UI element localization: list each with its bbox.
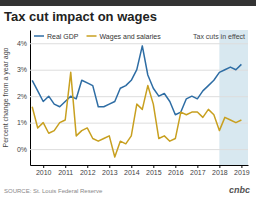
x-tick: 2015: [146, 165, 162, 176]
x-tick: 2017: [190, 165, 206, 176]
logo: cnbc: [229, 185, 250, 195]
legend-swatch: [87, 35, 97, 37]
x-tick: 2012: [80, 165, 96, 176]
x-tick: 2016: [168, 165, 184, 176]
grid-line: [30, 96, 248, 97]
tick-mark: [175, 165, 176, 168]
y-tick: 4%: [17, 40, 248, 47]
legend-label: Wages and salaries: [100, 33, 162, 41]
x-tick-label: 2010: [36, 169, 52, 176]
y-tick: 3%: [17, 66, 248, 73]
y-axis-title: Percent change from a year ago: [2, 47, 10, 147]
spans: [219, 30, 248, 165]
x-tick-label: 2013: [102, 169, 118, 176]
x-tick-label: 2014: [124, 169, 140, 176]
y-axis: 0% 1% 2% 3% 4%: [17, 31, 248, 166]
x-tick-label: 2018: [212, 169, 228, 176]
plot-area: 0%1%2%3%4%201020112012201320142015201620…: [17, 30, 250, 176]
x-tick: 2018: [212, 165, 228, 176]
x-tick-label: 2012: [80, 169, 96, 176]
tick-mark: [197, 165, 198, 168]
legend-swatch: [34, 35, 44, 37]
chart-svg: Tax cut impact on wages0%1%2%3%4%2010201…: [0, 0, 256, 197]
y-tick-label: 4%: [17, 40, 27, 47]
y-tick: 0%: [17, 146, 248, 153]
y-tick-label: 3%: [17, 66, 27, 73]
legend: Real GDP Wages and salaries: [34, 33, 161, 41]
x-axis-line: [31, 165, 249, 166]
x-tick: 2010: [36, 165, 52, 176]
x-tick: 2011: [58, 165, 73, 176]
y-axis-line: [30, 31, 31, 166]
legend-label: Real GDP: [47, 33, 79, 40]
tick-mark: [219, 165, 220, 168]
tick-mark: [87, 165, 88, 168]
tick-mark: [109, 165, 110, 168]
x-tick-label: 2017: [190, 169, 206, 176]
tick-mark: [65, 165, 66, 168]
x-tick-label: 2019: [234, 169, 250, 176]
top-bar: [0, 0, 256, 6]
x-tick: 2013: [102, 165, 118, 176]
source: SOURCE: St. Louis Federal Reserve: [4, 188, 103, 194]
series-line: [32, 72, 241, 157]
lines: [32, 46, 241, 157]
x-axis: 2010 2011 2012 2013 2014 2015 2016 2017 2018 2019: [31, 165, 250, 176]
x-tick-label: 2011: [58, 169, 73, 176]
x-tick-label: 2015: [146, 169, 162, 176]
legend-item: Real GDP: [34, 33, 79, 40]
tick-mark: [241, 165, 242, 168]
grid-line: [30, 149, 248, 150]
span-label: Tax cuts in effect: [193, 33, 245, 40]
x-tick: 2014: [124, 165, 140, 176]
grid-line: [30, 43, 248, 44]
tick-mark: [131, 165, 132, 168]
x-tick: 2019: [234, 165, 250, 176]
shaded-span: [219, 30, 248, 165]
tick-mark: [153, 165, 154, 168]
legend-item: Wages and salaries: [87, 33, 162, 41]
x-tick-label: 2016: [168, 169, 184, 176]
grid-line: [30, 123, 248, 124]
y-tick-label: 0%: [17, 146, 27, 153]
y-tick: 2%: [17, 93, 248, 100]
title: Tax cut impact on wages: [4, 9, 157, 24]
tick-mark: [43, 165, 44, 168]
grid-line: [30, 70, 248, 71]
y-tick-label: 1%: [17, 119, 27, 126]
y-tick-label: 2%: [17, 93, 27, 100]
